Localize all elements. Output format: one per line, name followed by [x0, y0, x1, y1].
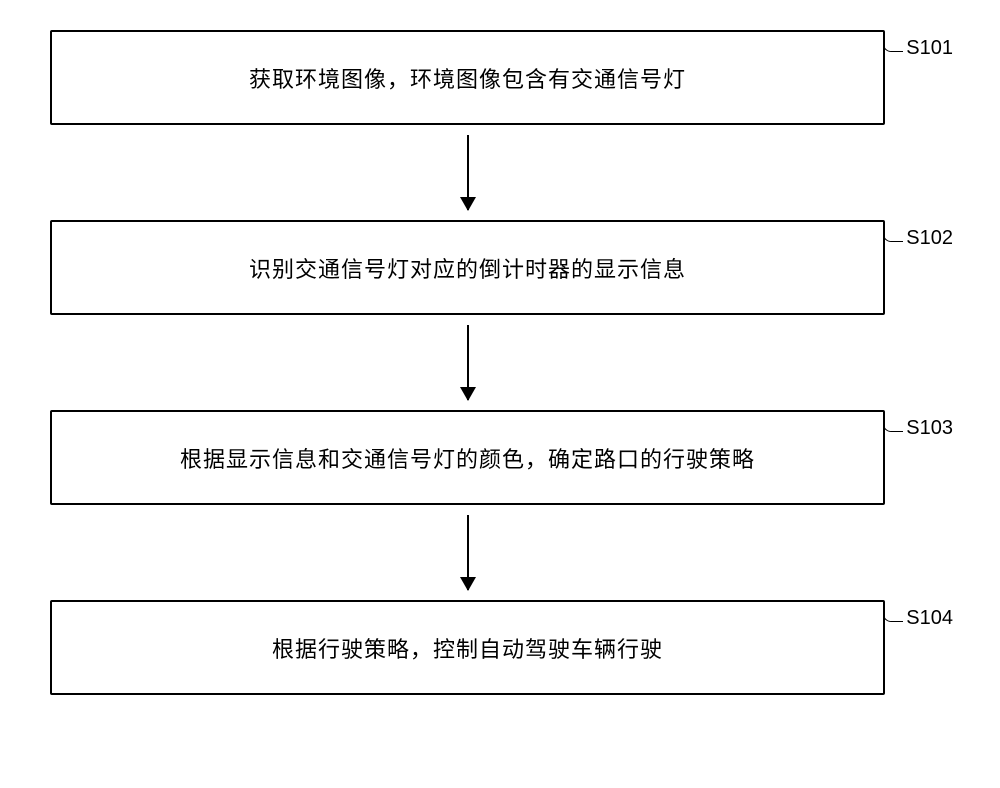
step-label: S102 — [906, 227, 953, 250]
step-label: S104 — [906, 607, 953, 630]
arrow-container — [50, 125, 885, 220]
arrow-head-icon — [460, 197, 476, 211]
arrow-line — [467, 515, 469, 590]
flow-step-text: 根据显示信息和交通信号灯的颜色，确定路口的行驶策略 — [180, 442, 755, 474]
arrow-container — [50, 505, 885, 600]
flow-step-s103: 根据显示信息和交通信号灯的颜色，确定路口的行驶策略 S103 — [50, 410, 885, 505]
arrow-head-icon — [460, 387, 476, 401]
flow-step-s104: 根据行驶策略，控制自动驾驶车辆行驶 S104 — [50, 600, 885, 695]
step-label: S101 — [906, 37, 953, 60]
arrow-container — [50, 315, 885, 410]
arrow-line — [467, 135, 469, 210]
flow-step-s101: 获取环境图像，环境图像包含有交通信号灯 S101 — [50, 30, 885, 125]
flow-step-text: 获取环境图像，环境图像包含有交通信号灯 — [249, 62, 686, 94]
flow-step-s102: 识别交通信号灯对应的倒计时器的显示信息 S102 — [50, 220, 885, 315]
label-connector — [883, 602, 903, 622]
arrow-head-icon — [460, 577, 476, 591]
step-label: S103 — [906, 417, 953, 440]
flowchart-container: 获取环境图像，环境图像包含有交通信号灯 S101 识别交通信号灯对应的倒计时器的… — [50, 30, 950, 695]
arrow-line — [467, 325, 469, 400]
label-connector — [883, 32, 903, 52]
flow-step-text: 根据行驶策略，控制自动驾驶车辆行驶 — [272, 632, 663, 664]
flow-step-text: 识别交通信号灯对应的倒计时器的显示信息 — [249, 252, 686, 284]
label-connector — [883, 412, 903, 432]
label-connector — [883, 222, 903, 242]
